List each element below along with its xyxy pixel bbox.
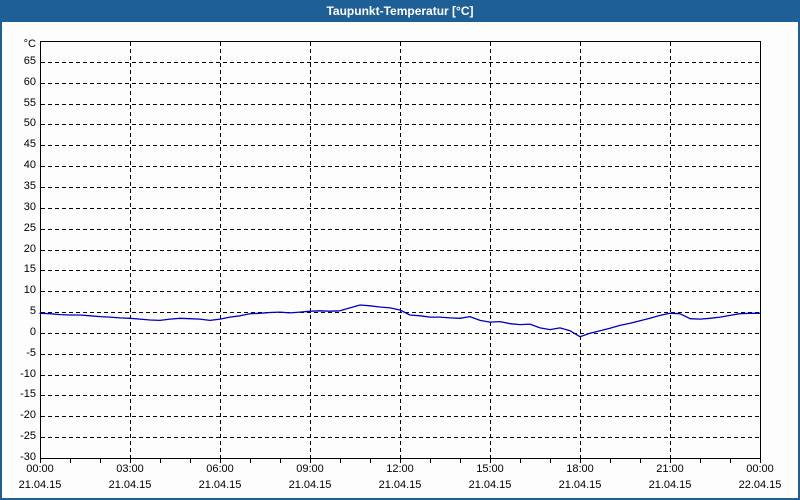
y-axis-tick-label: -25 (20, 430, 36, 443)
y-axis-tick-label: -5 (26, 346, 36, 359)
y-axis-tick-label: 15 (23, 263, 36, 276)
x-axis-date-label: 21.04.15 (198, 479, 242, 491)
y-axis-tick-label: 40 (23, 159, 36, 172)
x-axis-date-label: 21.04.15 (558, 479, 602, 491)
y-axis-unit-label: °C (23, 38, 36, 50)
y-axis-tick-label: 0 (29, 325, 36, 338)
y-axis-tick-label: 60 (23, 75, 36, 88)
x-axis-date-label: 21.04.15 (108, 479, 152, 491)
window-title-bar: Taupunkt-Temperatur [°C] (0, 0, 800, 22)
y-axis-tick-label: -10 (20, 367, 36, 380)
y-axis-tick-label: -30 (20, 451, 36, 463)
x-axis-time-label: 12:00 (386, 463, 414, 475)
x-axis-time-label: 00:00 (26, 463, 54, 475)
x-axis-date-label: 21.04.15 (378, 479, 422, 491)
x-axis-time-label: 21:00 (656, 463, 684, 475)
dew-point-series-line (39, 304, 761, 338)
x-axis-date-label: 21.04.15 (18, 479, 62, 491)
y-axis-tick-label: 45 (23, 138, 36, 151)
y-axis-tick-label: 10 (23, 284, 36, 297)
window-title: Taupunkt-Temperatur [°C] (326, 4, 474, 18)
x-axis-date-label: 21.04.15 (468, 479, 512, 491)
x-axis-date-label: 22.04.15 (738, 479, 782, 491)
x-axis-time-label: 06:00 (206, 463, 234, 475)
y-axis-tick-label: 25 (23, 221, 36, 234)
y-axis-tick-label: -15 (20, 388, 36, 401)
x-axis-date-label: 21.04.15 (648, 479, 692, 491)
y-axis-tick-label: 65 (23, 54, 36, 67)
y-axis-tick-label: 30 (23, 200, 36, 213)
x-axis-time-label: 15:00 (476, 463, 504, 475)
x-axis-time-label: 00:00 (746, 463, 774, 475)
y-axis-tick-label: 20 (23, 242, 36, 255)
x-axis-time-label: 18:00 (566, 463, 594, 475)
y-axis-tick-label: 35 (23, 179, 36, 192)
x-axis-time-label: 03:00 (116, 463, 144, 475)
x-axis-time-label: 09:00 (296, 463, 324, 475)
y-axis-tick-label: 55 (23, 96, 36, 109)
y-axis-tick-label: 50 (23, 117, 36, 130)
chart-canvas (39, 41, 761, 463)
x-axis-date-label: 21.04.15 (288, 479, 332, 491)
y-axis-tick-label: -20 (20, 409, 36, 422)
y-axis-tick-label: 5 (29, 305, 36, 318)
